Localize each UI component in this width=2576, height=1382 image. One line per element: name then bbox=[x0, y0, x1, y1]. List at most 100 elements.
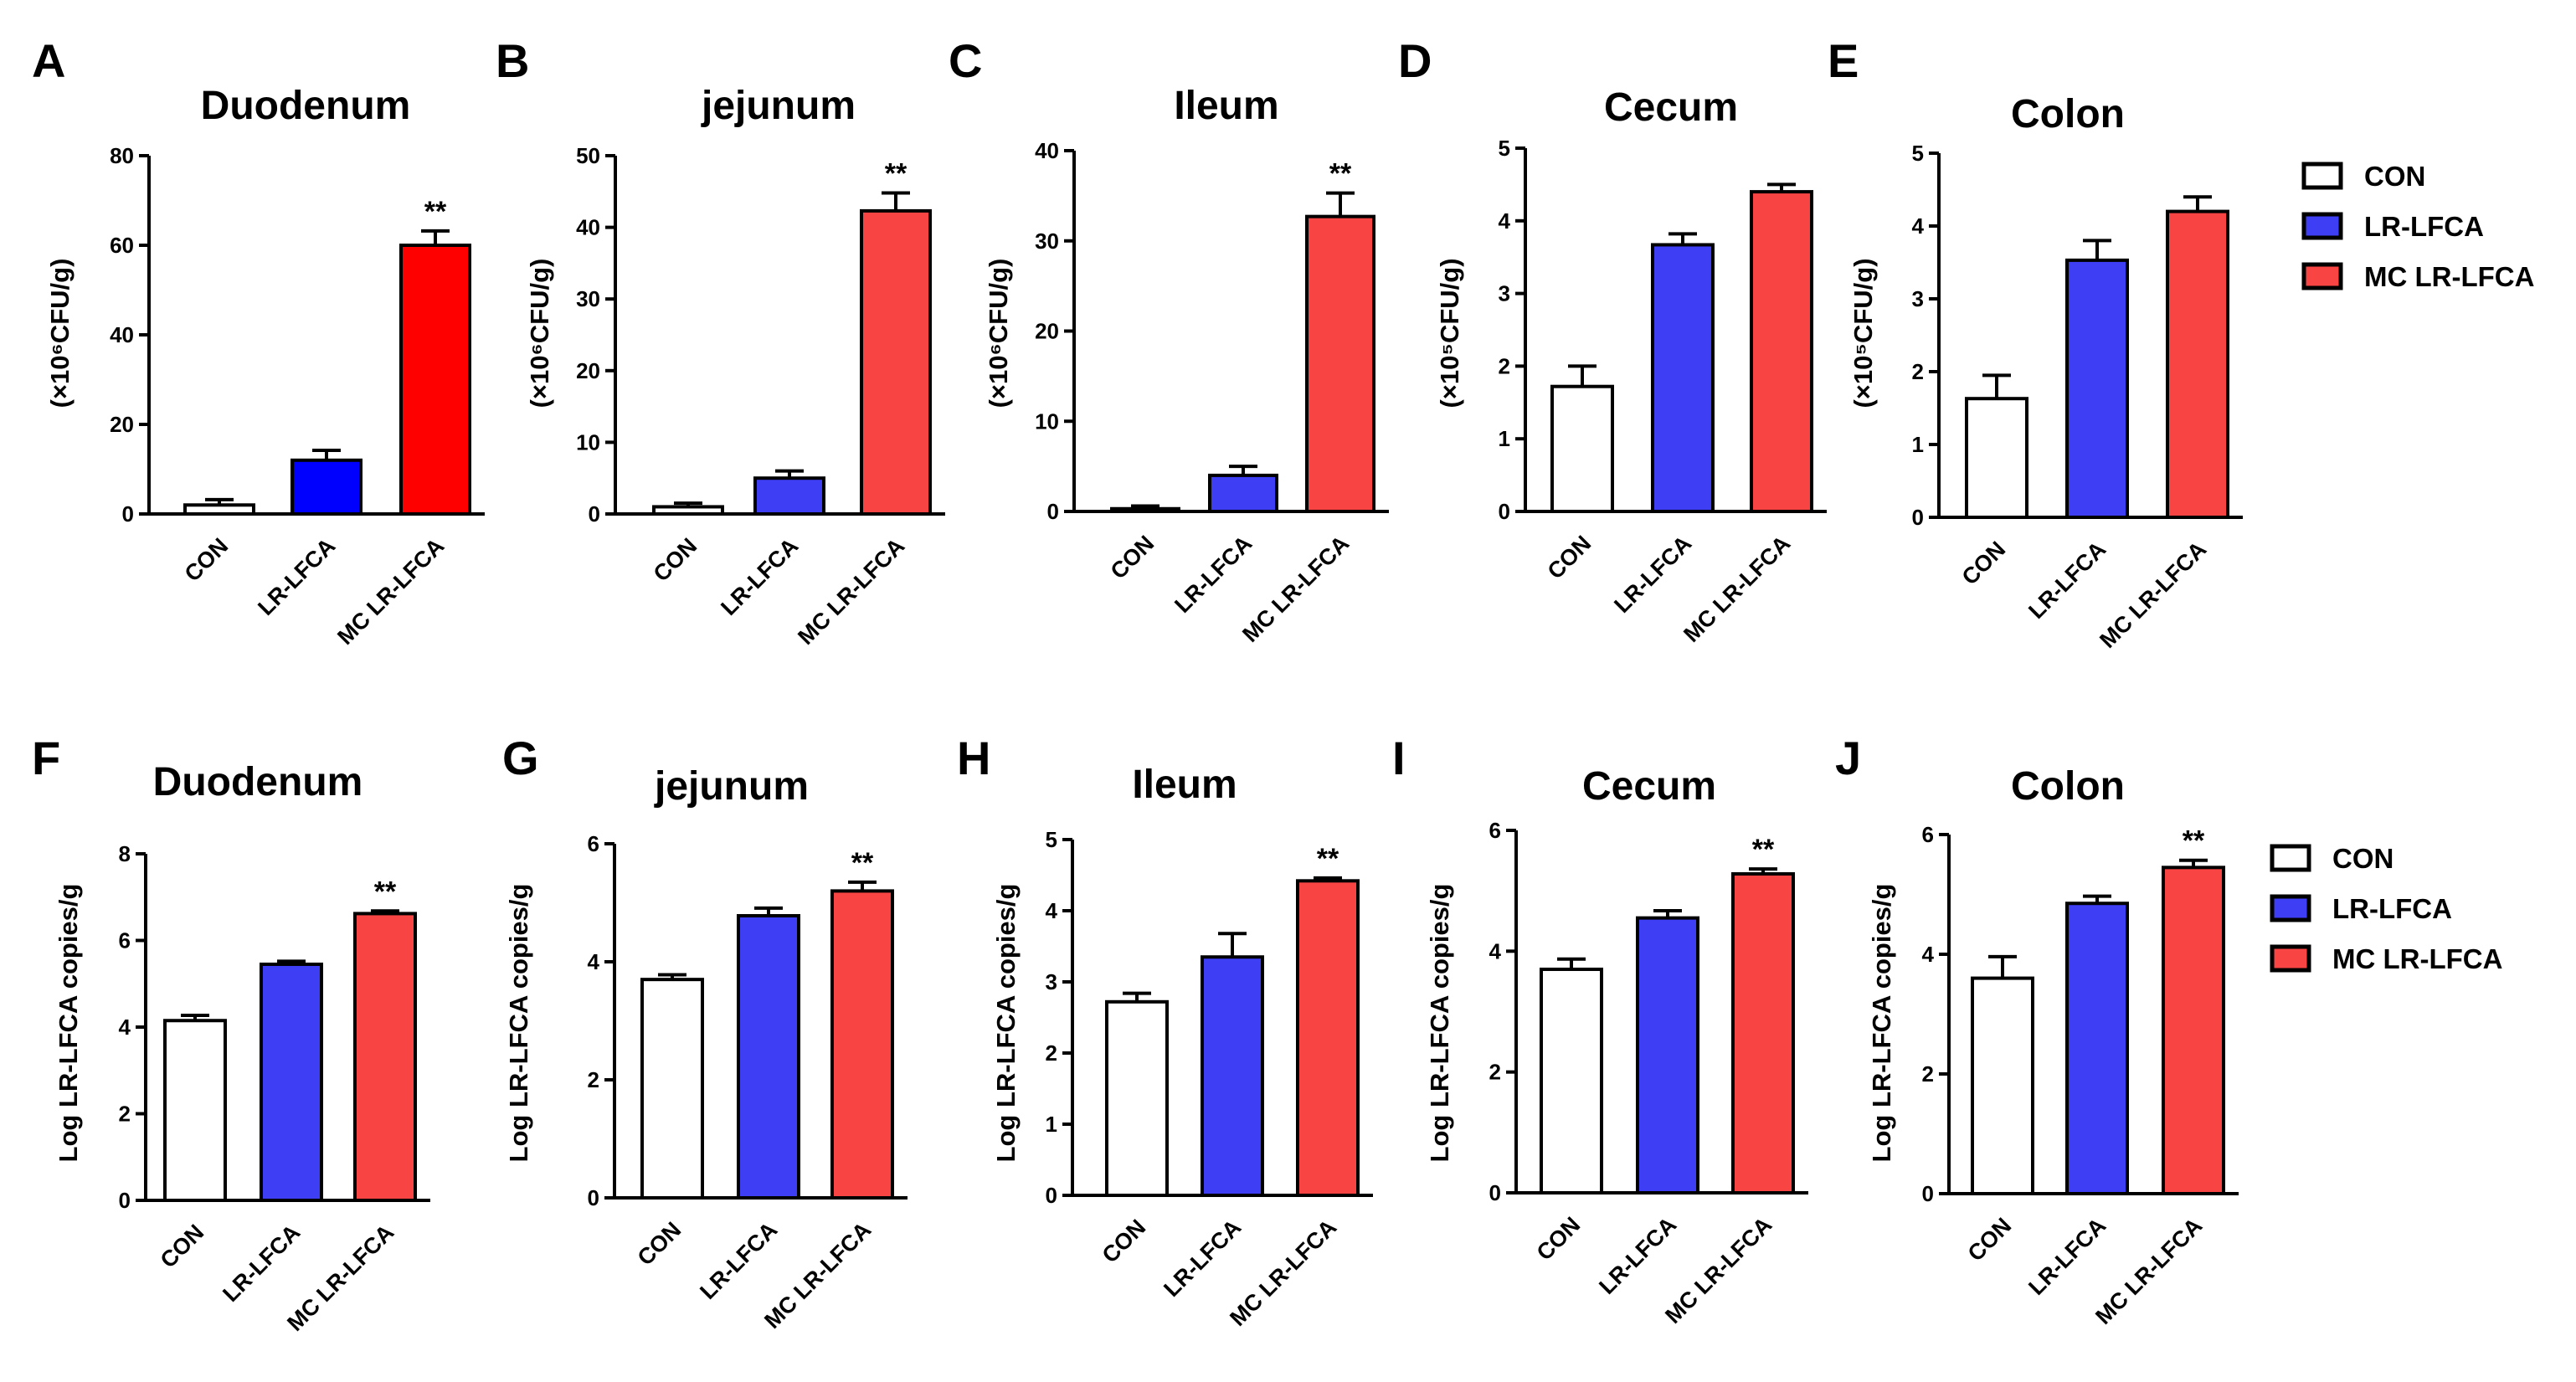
panel-title: Ileum bbox=[1132, 763, 1237, 807]
y-tick-label: 1 bbox=[1912, 432, 1924, 457]
y-tick-label: 80 bbox=[110, 143, 134, 168]
bar-mc-lr-lfca bbox=[1296, 879, 1360, 1198]
legend-label: CON bbox=[2364, 161, 2425, 192]
y-tick-label: 0 bbox=[1047, 499, 1059, 524]
y-axis-label: (×10⁵CFU/g) bbox=[1435, 258, 1464, 408]
significance-mark: ** bbox=[1329, 158, 1352, 190]
y-tick-label: 2 bbox=[1489, 1060, 1501, 1085]
panel-letter: J bbox=[1835, 732, 1861, 784]
bar-lr-lfca bbox=[291, 458, 362, 516]
panel-i: I Cecum Log LR-LFCA copies/g 0 2 4 6 CON LR-LFCA… bbox=[1392, 732, 1808, 1328]
y-tick-label: 1 bbox=[1499, 426, 1510, 451]
y-tick-label: 20 bbox=[110, 412, 134, 437]
bar-lr-lfca bbox=[737, 914, 800, 1200]
y-tick-label: 40 bbox=[576, 215, 600, 240]
y-tick-label: 6 bbox=[1922, 822, 1934, 847]
bar-mc-lr-lfca bbox=[1305, 214, 1375, 513]
bar-con bbox=[1540, 967, 1603, 1194]
bar-mc-lr-lfca bbox=[399, 244, 471, 516]
y-axis-label: (×10⁶CFU/g) bbox=[45, 259, 75, 408]
y-tick-label: 5 bbox=[1499, 136, 1510, 161]
bar-lr-lfca bbox=[1201, 955, 1264, 1197]
significance-mark: ** bbox=[885, 158, 908, 190]
panel-letter: F bbox=[32, 732, 60, 784]
x-category-label: LR-LFCA bbox=[1609, 531, 1696, 618]
bar-lr-lfca bbox=[1651, 243, 1715, 513]
y-tick-label: 3 bbox=[1046, 969, 1057, 994]
x-category-label: LR-LFCA bbox=[1159, 1215, 1246, 1302]
y-tick-label: 30 bbox=[576, 286, 600, 311]
bar-con bbox=[163, 1019, 227, 1203]
x-category-label: LR-LFCA bbox=[695, 1217, 782, 1304]
significance-mark: ** bbox=[424, 196, 447, 228]
bar-con bbox=[1110, 506, 1180, 514]
y-tick-label: 4 bbox=[119, 1015, 131, 1040]
y-axis-label: (×10⁶CFU/g) bbox=[525, 259, 554, 408]
x-category-label: CON bbox=[1957, 537, 2011, 590]
y-tick-label: 10 bbox=[1035, 408, 1059, 434]
y-tick-label: 5 bbox=[1912, 141, 1924, 166]
legend-1: CON LR-LFCA MC LR-LFCA bbox=[2301, 161, 2534, 292]
y-tick-label: 4 bbox=[1912, 213, 1925, 239]
y-tick-label: 1 bbox=[1046, 1112, 1057, 1137]
x-category-label: MC LR-LFCA bbox=[1679, 531, 1795, 647]
panel-title: Cecum bbox=[1604, 85, 1738, 130]
legend-label: CON bbox=[2332, 843, 2393, 874]
bar-con bbox=[1965, 397, 2028, 519]
y-tick-label: 4 bbox=[1489, 938, 1502, 963]
panel-title: Ileum bbox=[1174, 84, 1278, 128]
y-axis-label: Log LR-LFCA copies/g bbox=[991, 884, 1021, 1163]
bar-mc-lr-lfca bbox=[2166, 209, 2229, 519]
bar-lr-lfca bbox=[753, 476, 825, 516]
significance-mark: ** bbox=[374, 876, 397, 907]
panel-j: J Colon Log LR-LFCA copies/g 0 2 4 6 CON LR-LFCA… bbox=[1835, 732, 2239, 1329]
significance-mark: ** bbox=[1752, 834, 1775, 866]
y-tick-label: 6 bbox=[119, 928, 131, 953]
panel-title: jejunum bbox=[701, 84, 856, 128]
y-tick-label: 4 bbox=[1922, 942, 1935, 967]
y-tick-label: 0 bbox=[119, 1188, 131, 1213]
legend-label: MC LR-LFCA bbox=[2332, 943, 2502, 974]
x-category-label: MC LR-LFCA bbox=[2095, 537, 2211, 653]
bar-mc-lr-lfca bbox=[353, 912, 417, 1203]
x-category-label: MC LR-LFCA bbox=[793, 533, 909, 650]
x-category-label: MC LR-LFCA bbox=[332, 533, 449, 650]
legend-label: MC LR-LFCA bbox=[2364, 261, 2534, 292]
bar-mc-lr-lfca bbox=[1731, 871, 1795, 1194]
y-tick-label: 20 bbox=[576, 358, 600, 383]
panel-h: H Ileum Log LR-LFCA copies/g 0 1 2 3 4 5 CON LR-LF… bbox=[957, 732, 1373, 1331]
bar-lr-lfca bbox=[260, 962, 323, 1203]
bar-con bbox=[640, 978, 704, 1200]
y-tick-label: 0 bbox=[1046, 1183, 1057, 1208]
y-tick-label: 2 bbox=[1499, 353, 1510, 378]
x-category-label: LR-LFCA bbox=[2023, 1213, 2111, 1300]
y-tick-label: 2 bbox=[1922, 1061, 1934, 1087]
legend-swatch bbox=[2301, 212, 2343, 240]
x-category-label: LR-LFCA bbox=[253, 533, 340, 620]
legend-swatch bbox=[2270, 894, 2311, 922]
y-tick-label: 0 bbox=[588, 1185, 599, 1210]
panel-letter: C bbox=[949, 34, 982, 87]
y-tick-label: 50 bbox=[576, 143, 600, 168]
panel-letter: A bbox=[32, 34, 65, 87]
x-category-label: LR-LFCA bbox=[2023, 537, 2111, 624]
x-category-label: CON bbox=[180, 533, 234, 587]
panel-title: Colon bbox=[2011, 92, 2125, 136]
bar-mc-lr-lfca bbox=[2162, 866, 2225, 1195]
panel-letter: B bbox=[496, 34, 529, 87]
x-category-label: CON bbox=[1963, 1213, 2017, 1266]
legend-swatch bbox=[2301, 262, 2343, 290]
bar-con bbox=[652, 505, 724, 516]
panel-letter: H bbox=[957, 732, 990, 784]
panel-f: F Duodenum Log LR-LFCA copies/g 0 2 4 6 8 CON LR-… bbox=[32, 732, 430, 1336]
y-tick-label: 60 bbox=[110, 233, 134, 258]
y-axis-label: (×10⁵CFU/g) bbox=[1848, 258, 1878, 408]
panel-title: jejunum bbox=[654, 764, 809, 809]
bar-con bbox=[1550, 384, 1614, 514]
legend-swatch bbox=[2301, 162, 2343, 190]
y-tick-label: 0 bbox=[1489, 1180, 1501, 1205]
bar-lr-lfca bbox=[2065, 258, 2129, 519]
x-category-label: CON bbox=[1106, 531, 1159, 584]
